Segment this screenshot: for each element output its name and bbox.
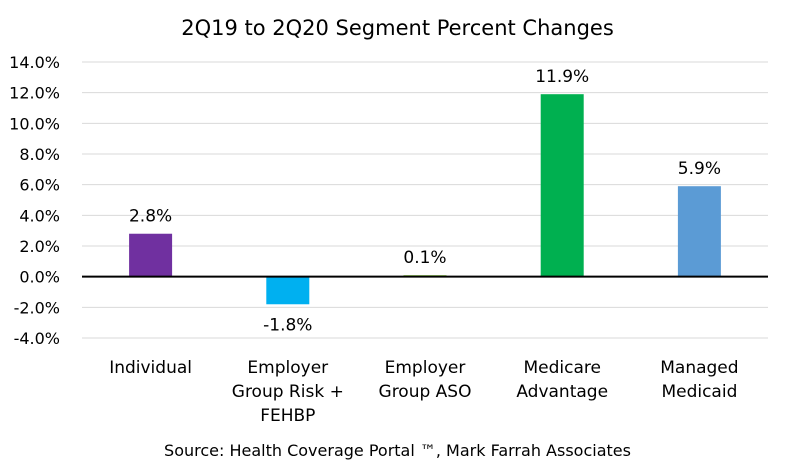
chart-title: 2Q19 to 2Q20 Segment Percent Changes bbox=[181, 16, 614, 40]
bar bbox=[266, 276, 310, 305]
x-category-label: Individual bbox=[109, 358, 192, 378]
x-category-label: Managed Medicaid bbox=[660, 358, 738, 402]
y-tick-label: -2.0% bbox=[14, 298, 60, 317]
data-label: 5.9% bbox=[678, 159, 721, 179]
x-category-label: Employer Group ASO bbox=[379, 358, 472, 402]
source-note: Source: Health Coverage Portal ™, Mark F… bbox=[164, 441, 631, 460]
y-tick-label: 14.0% bbox=[9, 53, 60, 72]
data-label: -1.8% bbox=[263, 315, 312, 335]
y-tick-label: 6.0% bbox=[19, 176, 60, 195]
bar bbox=[540, 94, 584, 277]
y-tick-label: 0.0% bbox=[19, 268, 60, 287]
y-tick-label: 2.0% bbox=[19, 237, 60, 256]
data-label: 11.9% bbox=[535, 67, 589, 87]
bar bbox=[129, 233, 173, 277]
bar bbox=[677, 186, 721, 277]
y-tick-label: 4.0% bbox=[19, 206, 60, 225]
y-tick-label: 8.0% bbox=[19, 145, 60, 164]
data-label: 0.1% bbox=[403, 248, 446, 268]
y-tick-label: 12.0% bbox=[9, 84, 60, 103]
y-tick-label: -4.0% bbox=[14, 329, 60, 348]
x-category-label: Medicare Advantage bbox=[516, 358, 608, 402]
y-tick-label: 10.0% bbox=[9, 114, 60, 133]
data-label: 2.8% bbox=[129, 207, 172, 227]
x-category-label: Employer Group Risk + FEHBP bbox=[232, 358, 344, 426]
